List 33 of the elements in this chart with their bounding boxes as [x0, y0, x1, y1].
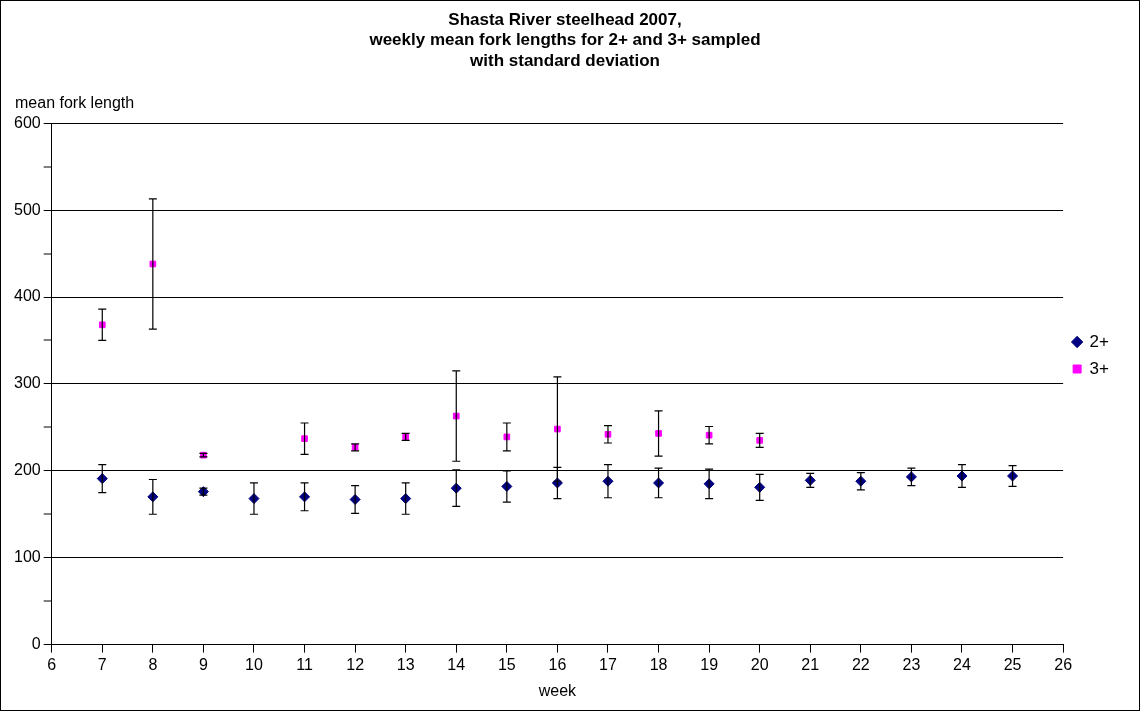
x-tick-label: 21: [801, 655, 820, 673]
y-tick-label: 500: [13, 200, 41, 218]
y-tick-label: 300: [13, 374, 41, 392]
x-tick-label: 7: [97, 655, 107, 673]
y-tick-label: 200: [13, 461, 41, 479]
y-axis-title: mean fork length: [15, 93, 135, 111]
y-tick-label: 600: [13, 113, 41, 131]
x-tick-label: 12: [346, 655, 365, 673]
y-tick-label: 400: [13, 287, 41, 305]
x-tick-label: 23: [902, 655, 921, 673]
x-tick-label: 13: [396, 655, 415, 673]
x-tick-label: 15: [497, 655, 516, 673]
x-tick-label: 6: [47, 655, 57, 673]
y-tick-label: 100: [13, 548, 41, 566]
x-tick-label: 10: [245, 655, 263, 673]
x-tick-label: 11: [296, 655, 313, 673]
x-tick-label: 24: [953, 655, 971, 673]
x-tick-label: 9: [198, 655, 208, 673]
x-tick-label: 8: [148, 655, 158, 673]
legend-label: 3+: [1089, 358, 1110, 378]
legend-label: 2+: [1089, 331, 1110, 351]
x-tick-label: 14: [447, 655, 466, 673]
x-tick-label: 22: [851, 655, 870, 673]
x-tick-label: 16: [548, 655, 567, 673]
y-tick-label: 0: [31, 635, 41, 653]
x-tick-label: 17: [599, 655, 617, 673]
x-tick-label: 18: [649, 655, 668, 673]
x-tick-label: 20: [750, 655, 769, 673]
x-tick-label: 26: [1054, 655, 1073, 673]
x-tick-label: 25: [1003, 655, 1022, 673]
x-tick-label: 19: [700, 655, 719, 673]
chart-title: Shasta River steelhead 2007, weekly mean fork lengths for 2+ and 3+ sampled with standard deviation: [368, 9, 761, 70]
x-axis-title: week: [537, 681, 578, 699]
